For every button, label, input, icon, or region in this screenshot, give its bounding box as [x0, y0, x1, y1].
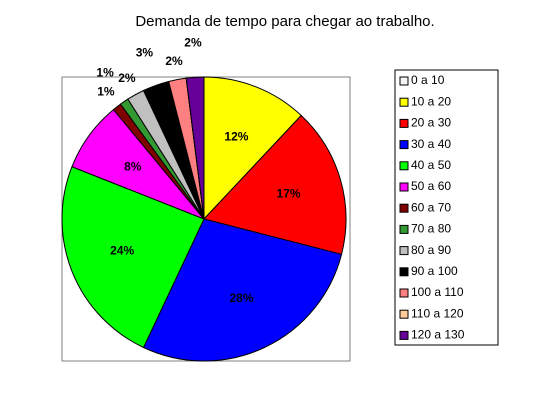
legend-swatch: [399, 182, 409, 192]
legend-label: 90 a 100: [411, 264, 458, 278]
data-label: 1%: [97, 85, 115, 99]
legend-label: 40 a 50: [411, 158, 451, 172]
legend-swatch: [399, 118, 409, 128]
legend-swatch: [399, 97, 409, 107]
data-label: 24%: [110, 244, 134, 258]
legend-swatch: [399, 140, 409, 150]
legend-label: 80 a 90: [411, 243, 451, 257]
chart-title: Demanda de tempo para chegar ao trabalho…: [135, 13, 434, 30]
legend-swatch: [399, 330, 409, 340]
data-label: 2%: [165, 54, 183, 68]
data-label: 2%: [184, 36, 202, 50]
data-label: 2%: [118, 71, 136, 85]
data-label: 12%: [224, 129, 248, 143]
data-label: 1%: [96, 66, 114, 80]
pie-slice: [185, 76, 205, 220]
data-label: 3%: [136, 46, 154, 60]
data-label: 8%: [124, 159, 142, 173]
legend-swatch: [399, 267, 409, 277]
legend-swatch: [399, 246, 409, 256]
pie-slice: [142, 218, 343, 362]
legend-label: 50 a 60: [411, 179, 451, 193]
legend-label: 70 a 80: [411, 222, 451, 236]
legend-label: 20 a 30: [411, 116, 451, 130]
data-label: 28%: [229, 291, 253, 305]
legend-swatch: [399, 203, 409, 213]
legend-label: 10 a 20: [411, 94, 451, 108]
legend-label: 60 a 70: [411, 200, 451, 214]
legend-box: [394, 69, 499, 346]
legend-label: 30 a 40: [411, 137, 451, 151]
legend-swatch: [399, 161, 409, 171]
legend-label: 0 a 10: [411, 73, 445, 87]
legend-swatch: [399, 309, 409, 319]
legend-label: 110 a 120: [411, 306, 464, 320]
legend-label: 100 a 110: [411, 285, 464, 299]
legend-swatch: [399, 224, 409, 234]
pie-slice: [203, 76, 302, 221]
pie-slice: [203, 114, 347, 255]
data-label: 17%: [277, 187, 301, 201]
legend-swatch: [399, 76, 409, 86]
pie-slice: [61, 166, 205, 349]
legend-swatch: [399, 288, 409, 298]
legend-label: 120 a 130: [411, 328, 465, 342]
